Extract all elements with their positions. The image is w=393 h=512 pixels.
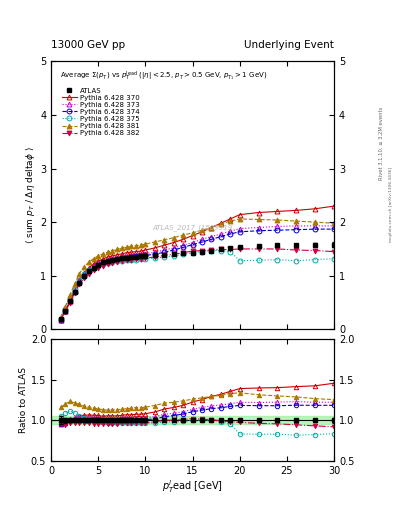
Text: Underlying Event: Underlying Event (244, 40, 334, 50)
Y-axis label: Ratio to ATLAS: Ratio to ATLAS (19, 367, 28, 433)
Legend: ATLAS, Pythia 6.428 370, Pythia 6.428 373, Pythia 6.428 374, Pythia 6.428 375, P: ATLAS, Pythia 6.428 370, Pythia 6.428 37… (60, 87, 141, 137)
X-axis label: $p_T^l$ead [GeV]: $p_T^l$ead [GeV] (162, 478, 223, 495)
Text: ATLAS_2017_I1509919: ATLAS_2017_I1509919 (152, 224, 233, 231)
Text: mcplots.cern.ch [arXiv:1306.3436]: mcplots.cern.ch [arXiv:1306.3436] (389, 167, 393, 242)
Text: 13000 GeV pp: 13000 GeV pp (51, 40, 125, 50)
Y-axis label: $\langle$ sum $p_T$ / $\Delta\eta$ delta$\phi$ $\rangle$: $\langle$ sum $p_T$ / $\Delta\eta$ delta… (24, 146, 37, 244)
Bar (51, 416, 334, 424)
Text: Average $\Sigma(p_T)$ vs $p_T^{\rm lead}$ ($|\eta| < 2.5$, $p_T > 0.5$ GeV, $p_{: Average $\Sigma(p_T)$ vs $p_T^{\rm lead}… (60, 70, 267, 83)
Text: Rivet 3.1.10, ≥ 3.2M events: Rivet 3.1.10, ≥ 3.2M events (379, 106, 384, 180)
